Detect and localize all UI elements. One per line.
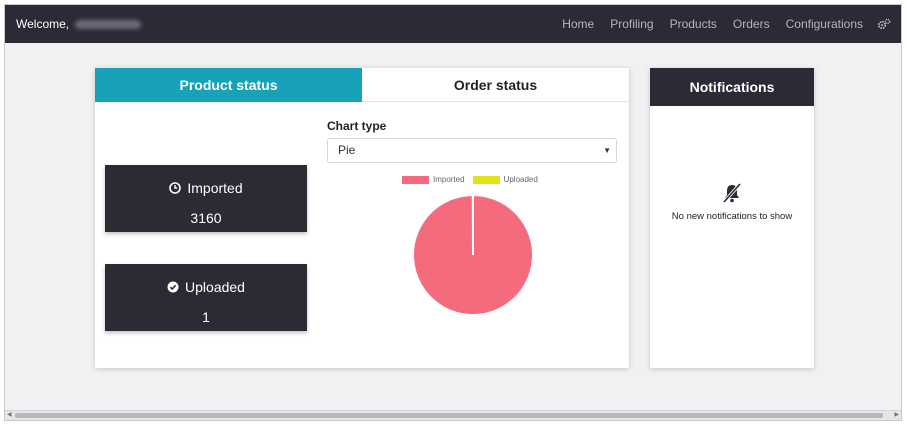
nav-links: Home Profiling Products Orders Configura… bbox=[546, 17, 891, 31]
status-card: Product status Order status Imported 316… bbox=[95, 68, 629, 368]
status-tabs: Product status Order status bbox=[95, 68, 629, 102]
clock-icon bbox=[169, 182, 182, 194]
legend-label-imported: Imported bbox=[433, 175, 465, 184]
legend-label-uploaded: Uploaded bbox=[503, 175, 538, 184]
welcome-message: Welcome, bbox=[16, 17, 142, 31]
tab-order-status[interactable]: Order status bbox=[362, 68, 629, 102]
imported-label: Imported bbox=[187, 180, 243, 196]
gears-icon[interactable] bbox=[877, 18, 891, 30]
imported-value: 3160 bbox=[190, 210, 222, 226]
tab-product-status[interactable]: Product status bbox=[95, 68, 362, 102]
notifications-title: Notifications bbox=[650, 68, 814, 106]
nav-configurations[interactable]: Configurations bbox=[785, 17, 863, 31]
user-name-redacted bbox=[75, 20, 142, 30]
scrollbar-thumb[interactable] bbox=[15, 413, 883, 418]
chart-type-label: Chart type bbox=[327, 119, 387, 133]
chevron-down-icon: ▼ bbox=[603, 146, 611, 155]
chart-type-selected: Pie bbox=[338, 143, 356, 157]
top-navbar: Welcome, Home Profiling Products Orders … bbox=[5, 5, 901, 43]
imported-stat-card: Imported 3160 bbox=[105, 165, 307, 232]
bell-slash-icon bbox=[722, 182, 742, 204]
imported-stat-label: Imported bbox=[105, 180, 307, 196]
nav-products[interactable]: Products bbox=[669, 17, 717, 31]
legend-swatch-imported bbox=[402, 175, 429, 184]
uploaded-value: 1 bbox=[202, 309, 210, 325]
horizontal-scrollbar[interactable]: ◀ ▶ bbox=[5, 410, 901, 420]
uploaded-stat-card: Uploaded 1 bbox=[105, 264, 307, 331]
scroll-left-icon[interactable]: ◀ bbox=[7, 412, 12, 418]
nav-home[interactable]: Home bbox=[562, 17, 595, 31]
uploaded-label: Uploaded bbox=[185, 279, 245, 295]
notifications-card: Notifications No new notifications to sh… bbox=[650, 68, 814, 368]
legend-item-imported[interactable]: Imported bbox=[402, 175, 465, 184]
legend-item-uploaded[interactable]: Uploaded bbox=[472, 175, 538, 184]
app-window: Welcome, Home Profiling Products Orders … bbox=[4, 4, 902, 421]
chart-type-select[interactable]: Pie ▼ bbox=[327, 138, 617, 163]
notifications-empty-text: No new notifications to show bbox=[671, 211, 793, 222]
check-circle-icon bbox=[167, 281, 179, 293]
nav-orders[interactable]: Orders bbox=[732, 17, 770, 31]
pie-chart bbox=[412, 193, 534, 316]
chart-legend: Imported Uploaded bbox=[402, 175, 546, 184]
scroll-right-icon[interactable]: ▶ bbox=[894, 412, 899, 418]
legend-swatch-uploaded bbox=[472, 175, 500, 184]
nav-profiling[interactable]: Profiling bbox=[610, 17, 654, 31]
uploaded-stat-label: Uploaded bbox=[105, 279, 307, 295]
welcome-label: Welcome, bbox=[16, 17, 70, 31]
